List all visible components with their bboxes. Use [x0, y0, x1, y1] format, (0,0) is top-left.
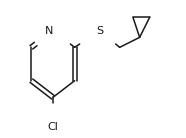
Text: N: N: [45, 26, 53, 36]
Text: Cl: Cl: [48, 122, 58, 132]
Text: S: S: [96, 26, 103, 36]
